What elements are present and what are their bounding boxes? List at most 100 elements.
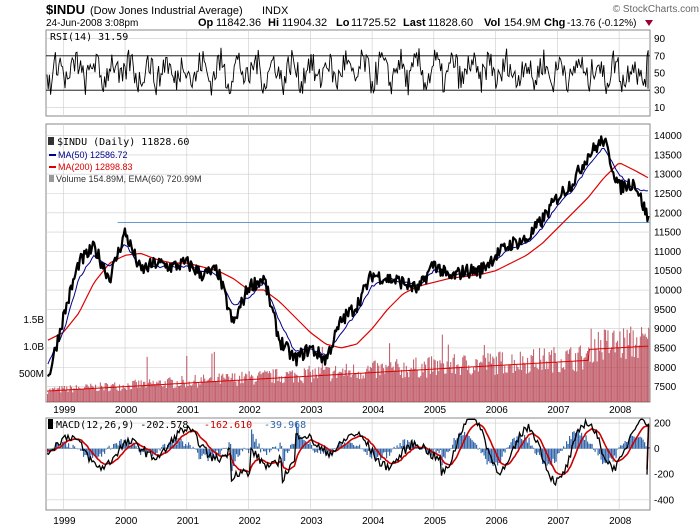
x-tick-label: 1999 bbox=[53, 405, 76, 416]
volume-bar bbox=[451, 373, 453, 402]
macd-histogram-bar bbox=[488, 448, 490, 462]
volume-bar bbox=[408, 377, 410, 402]
macd-histogram-bar bbox=[357, 446, 359, 449]
macd-histogram-bar bbox=[636, 436, 638, 449]
volume-bar bbox=[444, 373, 446, 402]
volume-bar bbox=[555, 361, 557, 402]
volume-bar bbox=[181, 375, 183, 402]
macd-histogram-bar bbox=[402, 439, 404, 449]
volume-bar bbox=[395, 361, 397, 402]
macd-histogram-bar bbox=[213, 448, 215, 453]
volume-bar bbox=[122, 384, 124, 402]
macd-histogram-bar bbox=[566, 441, 568, 449]
volume-bar bbox=[423, 361, 425, 402]
macd-histogram-bar bbox=[483, 448, 485, 456]
macd-histogram-bar bbox=[323, 448, 325, 454]
index-name: (Dow Jones Industrial Average) bbox=[90, 5, 243, 17]
macd-histogram-bar bbox=[596, 448, 598, 450]
volume-bar bbox=[431, 356, 433, 402]
volume-bar bbox=[278, 376, 280, 402]
macd-histogram-bar bbox=[374, 448, 376, 458]
volume-bar bbox=[468, 365, 470, 402]
macd-histogram-bar bbox=[182, 441, 184, 449]
macd-histogram-bar bbox=[113, 444, 115, 449]
volume-bar bbox=[379, 375, 381, 402]
volume-bar bbox=[631, 356, 633, 402]
volume-bar bbox=[377, 363, 379, 402]
macd-histogram-bar bbox=[630, 435, 632, 449]
macd-histogram-bar bbox=[458, 433, 460, 449]
x-tick-label-bottom: 2001 bbox=[177, 516, 200, 527]
macd-histogram-bar bbox=[564, 447, 566, 449]
volume-bar bbox=[420, 375, 422, 402]
macd-histogram-bar bbox=[108, 445, 110, 449]
macd-histogram-bar bbox=[128, 439, 130, 449]
volume-bar bbox=[473, 367, 475, 402]
macd-histogram-bar bbox=[555, 448, 557, 462]
macd-histogram-bar bbox=[299, 435, 301, 449]
volume-bar bbox=[542, 355, 544, 402]
macd-histogram-bar bbox=[524, 434, 526, 449]
macd-histogram-bar bbox=[240, 448, 242, 450]
rsi-panel: 90 70 50 30 10 RSI(14) 31.59 bbox=[45, 29, 666, 117]
macd-histogram-bar bbox=[198, 448, 200, 460]
volume-bar bbox=[83, 389, 85, 402]
macd-histogram-bar bbox=[287, 448, 289, 453]
volume-bar bbox=[499, 351, 501, 402]
volume-bar bbox=[140, 380, 142, 402]
volume-bar bbox=[222, 373, 224, 402]
volume-bar bbox=[101, 385, 103, 402]
price-tick-label: 12500 bbox=[654, 189, 682, 200]
volume-bar bbox=[164, 381, 166, 402]
volume-bar bbox=[591, 362, 593, 402]
volume-bar bbox=[416, 369, 418, 402]
macd-histogram-bar bbox=[242, 448, 244, 452]
macd-histogram-bar bbox=[440, 448, 442, 450]
macd-histogram-bar bbox=[311, 444, 313, 449]
macd-histogram-bar bbox=[638, 437, 640, 449]
macd-histogram-bar bbox=[195, 448, 197, 450]
volume-bar bbox=[284, 376, 286, 402]
macd-histogram-bar bbox=[204, 448, 206, 455]
macd-histogram-bar bbox=[131, 446, 133, 449]
volume-bar bbox=[275, 369, 277, 402]
macd-histogram-bar bbox=[393, 446, 395, 449]
macd-histogram-bar bbox=[578, 430, 580, 449]
macd-histogram-bar bbox=[552, 448, 554, 459]
volume-bar bbox=[575, 353, 577, 402]
macd-histogram-bar bbox=[176, 444, 178, 449]
volume-bar bbox=[69, 385, 71, 402]
volume-bar bbox=[469, 373, 471, 402]
volume-bar bbox=[399, 374, 401, 402]
macd-histogram-bar bbox=[227, 448, 229, 450]
macd-histogram-bar bbox=[320, 448, 322, 454]
volume-bar bbox=[561, 368, 563, 402]
macd-histogram-bar bbox=[480, 448, 482, 454]
macd-histogram-bar bbox=[404, 439, 406, 449]
volume-bar bbox=[449, 366, 451, 402]
macd-histogram-bar bbox=[80, 448, 82, 451]
volume-bar bbox=[74, 389, 76, 402]
macd-histogram-bar bbox=[629, 437, 631, 449]
volume-bar bbox=[296, 375, 298, 402]
macd-histogram-bar bbox=[140, 448, 142, 455]
legend: $INDU (Daily) 11828.60 MA(50) 12586.72 M… bbox=[48, 137, 202, 184]
volume-bar bbox=[458, 366, 460, 402]
volume-bar bbox=[99, 382, 101, 402]
macd-histogram-bar bbox=[258, 443, 260, 449]
volume-bar bbox=[487, 353, 489, 402]
volume-bar bbox=[497, 374, 499, 402]
volume-bar bbox=[171, 379, 173, 402]
volume-bar bbox=[549, 354, 551, 402]
volume-bar bbox=[217, 376, 219, 402]
macd-histogram-bar bbox=[98, 448, 100, 457]
volume-bar bbox=[536, 368, 538, 402]
x-tick-label-bottom: 1999 bbox=[53, 516, 76, 527]
macd-histogram-bar bbox=[518, 439, 520, 449]
macd-histogram-bar bbox=[386, 448, 388, 459]
macd-histogram-bar bbox=[501, 448, 503, 457]
volume-bar bbox=[540, 359, 542, 402]
volume-bar bbox=[528, 372, 530, 402]
price-tick-label: 11500 bbox=[654, 228, 682, 239]
macd-histogram-bar bbox=[270, 448, 272, 451]
